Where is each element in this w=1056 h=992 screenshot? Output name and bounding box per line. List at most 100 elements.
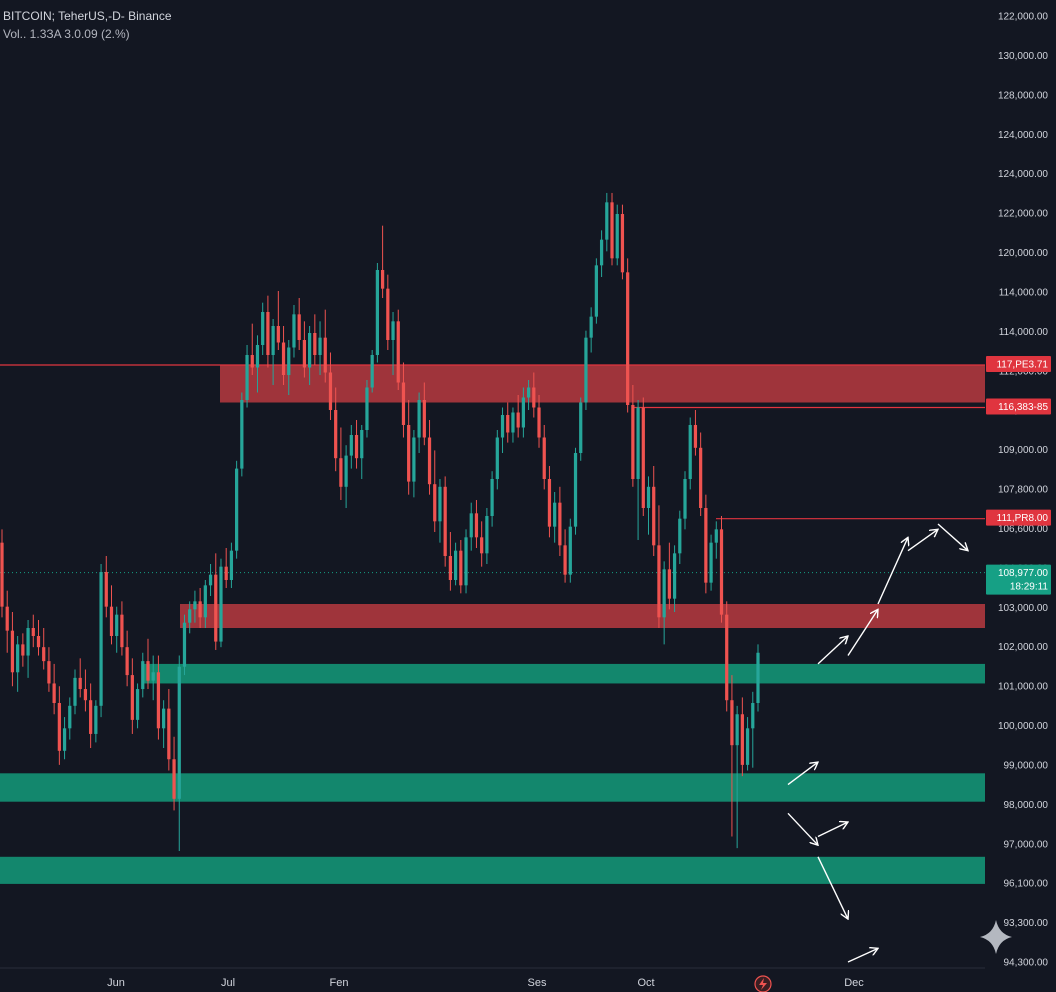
- candle-body: [214, 574, 218, 642]
- candle: [401, 362, 406, 438]
- candle-body: [31, 628, 35, 636]
- candle: [188, 601, 192, 634]
- candle: [151, 655, 155, 701]
- level-price-tag: 116,383-85: [986, 398, 1051, 415]
- candle-body: [313, 333, 317, 355]
- sparkle-icon: [980, 920, 1012, 954]
- candle-body: [396, 321, 400, 383]
- candle-body: [725, 614, 729, 701]
- candle-body: [99, 572, 103, 706]
- candle: [224, 548, 228, 588]
- candle: [297, 298, 301, 350]
- candle: [52, 663, 56, 715]
- symbol-title[interactable]: BITCOIN; TeherUS,-D- Binance: [3, 9, 172, 23]
- candle-body: [307, 333, 312, 368]
- candle-body: [130, 675, 134, 720]
- candle-body: [438, 486, 442, 522]
- candle-body: [104, 572, 108, 607]
- projection-arrow: [817, 636, 848, 665]
- candle: [36, 620, 41, 656]
- candle: [605, 192, 609, 252]
- support-zone: [0, 773, 985, 802]
- candle: [229, 542, 234, 588]
- candle: [94, 700, 98, 743]
- candle: [714, 521, 718, 559]
- candle: [537, 395, 541, 448]
- candle: [344, 445, 348, 508]
- time-axis[interactable]: Jun Jul Fen Ses Oct Dec: [0, 967, 985, 989]
- candle-body: [318, 337, 322, 355]
- candle: [109, 585, 114, 645]
- y-tick-label: 98,000.00: [1004, 800, 1049, 811]
- candle-body: [261, 312, 265, 345]
- candle-body: [5, 606, 9, 631]
- candle: [360, 425, 364, 479]
- candle-body: [553, 502, 557, 527]
- candle: [547, 466, 552, 538]
- candle-body: [235, 468, 239, 551]
- candle-body: [579, 402, 583, 453]
- candle: [386, 274, 390, 350]
- candle: [594, 258, 598, 324]
- candle: [307, 326, 312, 385]
- candle: [657, 505, 661, 628]
- candle: [339, 427, 343, 500]
- resistance-zone: [220, 365, 985, 403]
- resistance-zone: [180, 604, 985, 628]
- candle-body: [704, 508, 708, 583]
- candle-body: [375, 270, 380, 355]
- candle: [104, 556, 108, 618]
- candle: [615, 204, 619, 266]
- candle-body: [162, 708, 166, 729]
- candle-body: [266, 312, 270, 355]
- price-axis-tags: 117,PE3.71 116,383-85 111,PR8.00 108,977.00…: [986, 356, 1051, 595]
- candle: [177, 655, 181, 851]
- candle: [214, 553, 218, 650]
- candle: [553, 492, 557, 543]
- candle-body: [672, 553, 677, 599]
- candle-body: [662, 569, 666, 618]
- candle-body: [94, 705, 98, 734]
- candle: [532, 372, 536, 418]
- candle: [422, 382, 426, 446]
- candle-body: [558, 502, 562, 546]
- candle: [495, 430, 499, 490]
- candle: [756, 644, 760, 712]
- level-tag-text: 116,383-85: [998, 402, 1048, 413]
- candle-body: [740, 714, 744, 765]
- candle-body: [495, 437, 499, 479]
- candle-body: [349, 435, 353, 456]
- candle: [730, 675, 734, 837]
- candle: [250, 323, 254, 375]
- candle-body: [115, 614, 119, 636]
- candle-body: [417, 400, 421, 438]
- candle-body: [73, 677, 77, 706]
- x-tick-label: Jul: [221, 977, 235, 989]
- candle-body: [573, 453, 578, 527]
- candle: [313, 314, 317, 365]
- candle: [162, 700, 166, 748]
- candle: [626, 258, 630, 413]
- candle: [380, 225, 385, 298]
- candle: [125, 630, 129, 687]
- candle-body: [568, 526, 572, 575]
- candle-body: [610, 202, 614, 259]
- level-tag-text: 117,PE3.71: [996, 360, 1048, 371]
- projection-arrow: [907, 529, 938, 552]
- candle: [464, 529, 468, 594]
- candle-body: [0, 542, 4, 607]
- candle-body: [526, 387, 531, 398]
- candle: [480, 521, 484, 567]
- projection-arrow: [847, 948, 878, 963]
- candle: [318, 321, 322, 375]
- candle: [407, 400, 411, 495]
- candle-body: [521, 397, 525, 428]
- candle-body: [646, 486, 651, 508]
- projection-arrow: [787, 762, 818, 786]
- candle: [391, 312, 395, 375]
- candle-body: [109, 606, 114, 636]
- candle-body: [16, 644, 20, 673]
- candle-body: [433, 484, 437, 522]
- lightning-event-icon[interactable]: [754, 975, 772, 992]
